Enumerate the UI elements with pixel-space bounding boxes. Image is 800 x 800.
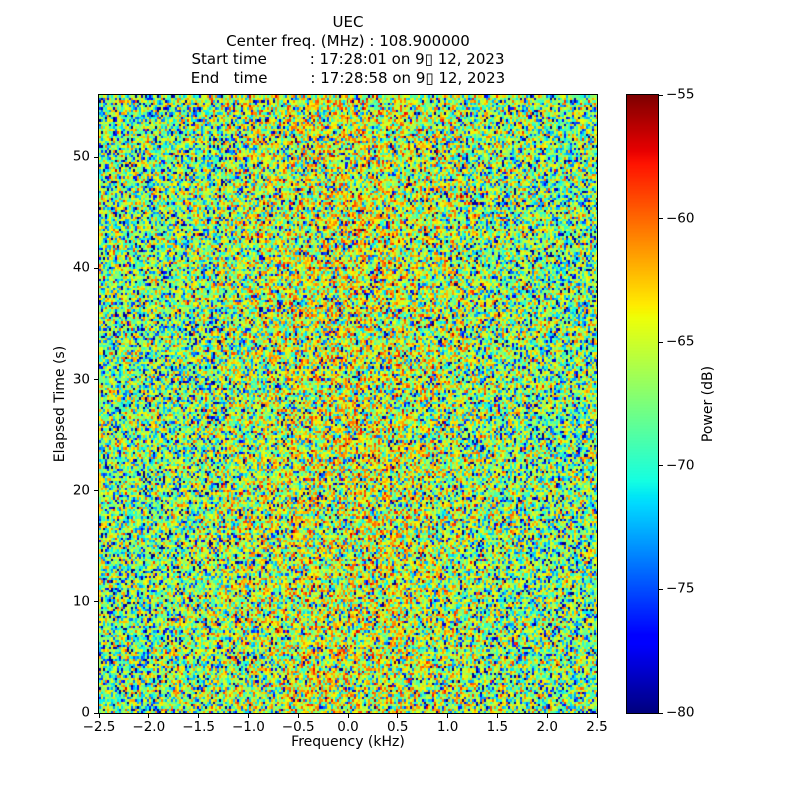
colorbar-tick-label: −55	[666, 86, 695, 103]
colorbar-label: Power (dB)	[700, 365, 716, 443]
x-tick-label: −1.0	[232, 719, 265, 735]
end-time-line: End time : 17:28:58 on 9▯ 12, 2023	[190, 68, 506, 87]
x-tick-label: 2.0	[536, 719, 558, 735]
x-tick-mark	[596, 714, 598, 718]
colorbar-tick-label: −65	[666, 333, 695, 350]
x-tick-mark	[247, 714, 249, 718]
x-tick-mark	[447, 714, 449, 718]
colorbar-tick-mark	[659, 341, 663, 343]
chart-title-block: UEC Center freq. (MHz) : 108.900000 Star…	[99, 13, 597, 87]
x-tick-label: −2.5	[82, 719, 116, 735]
x-tick-label: −2.0	[132, 719, 166, 735]
x-axis-label: Frequency (kHz)	[291, 734, 405, 750]
colorbar-tick-mark	[659, 94, 663, 96]
y-tick-label: 30	[72, 370, 90, 387]
y-axis-label: Elapsed Time (s)	[52, 345, 68, 463]
x-tick-mark	[546, 714, 548, 718]
colorbar-gradient	[627, 95, 658, 713]
y-tick-label: 20	[72, 481, 90, 498]
x-tick-mark	[347, 714, 349, 718]
y-tick-mark	[94, 490, 98, 492]
center-freq-line: Center freq. (MHz) : 108.900000	[226, 31, 470, 50]
x-tick-mark	[397, 714, 399, 718]
x-tick-label: 1.5	[486, 719, 509, 735]
start-time-line: Start time : 17:28:01 on 9▯ 12, 2023	[191, 50, 505, 69]
y-tick-mark	[94, 267, 98, 269]
x-tick-label: 2.5	[586, 719, 608, 735]
chart-title: UEC	[332, 13, 364, 31]
y-tick-mark	[94, 712, 98, 714]
x-tick-label: 0.5	[387, 719, 409, 735]
y-tick-mark	[94, 156, 98, 158]
y-tick-mark	[94, 601, 98, 603]
colorbar-tick-label: −70	[666, 457, 695, 474]
y-tick-label: 0	[81, 704, 90, 721]
colorbar-tick-label: −60	[666, 209, 695, 226]
y-tick-label: 40	[72, 259, 90, 276]
x-tick-mark	[148, 714, 150, 718]
x-tick-mark	[297, 714, 299, 718]
colorbar-tick-label: −75	[666, 580, 695, 597]
colorbar-tick-mark	[659, 465, 663, 467]
x-tick-mark	[98, 714, 100, 718]
x-tick-mark	[496, 714, 498, 718]
y-tick-mark	[94, 379, 98, 381]
spectrogram-heatmap	[99, 95, 597, 713]
colorbar-tick-mark	[659, 712, 663, 714]
y-tick-label: 10	[72, 593, 90, 610]
x-tick-label: 0.0	[337, 719, 359, 735]
x-tick-label: −1.5	[182, 719, 215, 735]
x-tick-mark	[198, 714, 200, 718]
colorbar-tick-mark	[659, 218, 663, 220]
x-tick-label: 1.0	[436, 719, 459, 735]
colorbar-tick-label: −80	[666, 704, 695, 721]
x-tick-label: −0.5	[281, 719, 315, 735]
colorbar-tick-mark	[659, 588, 663, 590]
y-tick-label: 50	[72, 148, 90, 165]
